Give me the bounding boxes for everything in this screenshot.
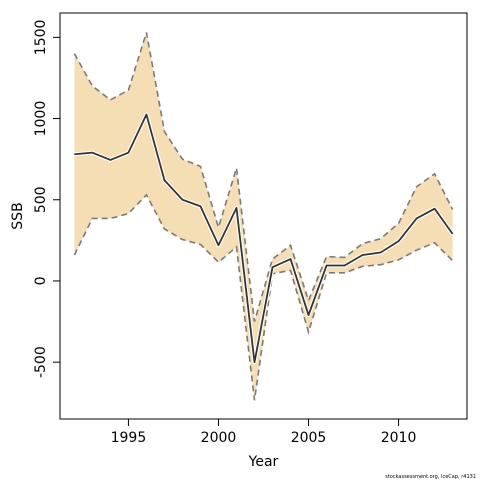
- y-tick-label: 0: [33, 276, 49, 285]
- x-tick-label: 2005: [291, 430, 327, 446]
- y-axis: -500 0 500 1000 1500: [33, 20, 60, 378]
- series-line-layer: [73, 32, 455, 401]
- lower-bound-line: [73, 193, 454, 401]
- y-tick-label: 1000: [33, 101, 49, 137]
- x-axis-title: Year: [248, 454, 279, 470]
- footer-credit: stockassessment.org, IceCap, r4131: [385, 474, 476, 480]
- y-tick-label: -500: [33, 346, 49, 378]
- y-axis-title: SSB: [10, 202, 26, 229]
- upper-bound-line: [73, 32, 454, 322]
- plot-frame: [59, 12, 468, 420]
- x-tick-label: 1995: [111, 430, 147, 446]
- x-axis: 1995 2000 2005 2010: [111, 419, 417, 446]
- x-tick-label: 2000: [201, 430, 237, 446]
- confidence-band: [74, 32, 453, 401]
- y-tick-label: 1500: [33, 20, 49, 56]
- x-tick-label: 2010: [381, 430, 417, 446]
- confidence-band-layer: [74, 32, 453, 401]
- y-tick-label: 500: [33, 186, 49, 213]
- estimate-line: [74, 113, 454, 364]
